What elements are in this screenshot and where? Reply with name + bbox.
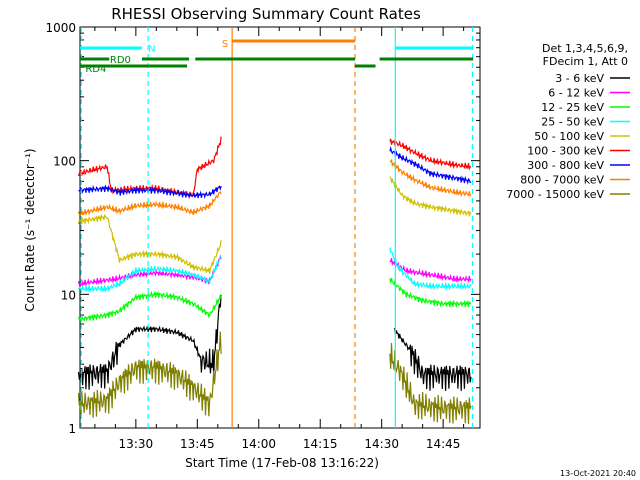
- flag-label: RD0: [110, 55, 131, 66]
- x-tick-label: 14:00: [241, 437, 276, 451]
- series-line: [389, 145, 472, 185]
- series-line: [78, 255, 222, 294]
- series-line: [77, 290, 222, 322]
- x-tick-label: 14:45: [426, 437, 461, 451]
- series-layer: [77, 136, 472, 425]
- series-line: [389, 159, 472, 198]
- chart-title: RHESSI Observing Summary Count Rates: [111, 5, 421, 23]
- x-tick-label: 14:15: [303, 437, 338, 451]
- vertical-markers: [80, 27, 474, 428]
- series-line: [389, 176, 472, 217]
- legend-label: 6 - 12 keV: [548, 87, 604, 100]
- x-tick-label: 14:30: [364, 437, 399, 451]
- legend-label: 12 - 25 keV: [541, 101, 604, 114]
- legend-label: 100 - 300 keV: [527, 145, 604, 158]
- y-tick-label: 1: [68, 422, 76, 436]
- x-tick-label: 13:45: [180, 437, 215, 451]
- flag-label: S: [222, 39, 228, 50]
- flag-label: N: [148, 44, 155, 55]
- series-line: [389, 277, 472, 309]
- footer-date: 13-Oct-2021 20:40: [560, 469, 636, 478]
- flag-label: RD4: [85, 64, 106, 75]
- series-line: [77, 191, 222, 216]
- legend: Det 1,3,4,5,6,9,FDecim 1, Att 0 3 - 6 keV…: [506, 42, 630, 201]
- legend-header: FDecim 1, Att 0: [543, 55, 628, 68]
- y-tick-label: 100: [53, 155, 76, 169]
- y-tick-label: 10: [61, 288, 76, 302]
- series-line: [77, 331, 222, 419]
- series-line: [77, 213, 222, 274]
- x-tick-label: 13:30: [119, 437, 154, 451]
- legend-label: 800 - 7000 keV: [520, 174, 604, 187]
- legend-label: 3 - 6 keV: [555, 72, 604, 85]
- y-axis-label: Count Rate (s⁻¹ detector⁻¹): [23, 148, 37, 311]
- series-line: [389, 258, 472, 284]
- flag-bars: N S RD0 RD4: [80, 39, 474, 75]
- series-line: [389, 247, 472, 291]
- x-axis-label: Start Time (17-Feb-08 13:16:22): [185, 456, 379, 470]
- legend-label: 50 - 100 keV: [534, 130, 604, 143]
- series-line: [77, 136, 222, 198]
- series-line: [77, 294, 222, 390]
- plot-frame: [79, 26, 481, 429]
- legend-label: 300 - 800 keV: [527, 159, 604, 172]
- series-line: [393, 327, 472, 391]
- series-line: [389, 138, 472, 171]
- legend-label: 7000 - 15000 keV: [506, 188, 604, 201]
- series-line: [78, 184, 222, 200]
- axes: 1 10 100 1000 13:30 13:45 14:00 14:15 14:30 14:45: [45, 21, 481, 451]
- legend-header: Det 1,3,4,5,6,9,: [542, 42, 628, 55]
- series-line: [389, 342, 472, 425]
- legend-label: 25 - 50 keV: [541, 116, 604, 129]
- y-tick-label: 1000: [45, 21, 76, 35]
